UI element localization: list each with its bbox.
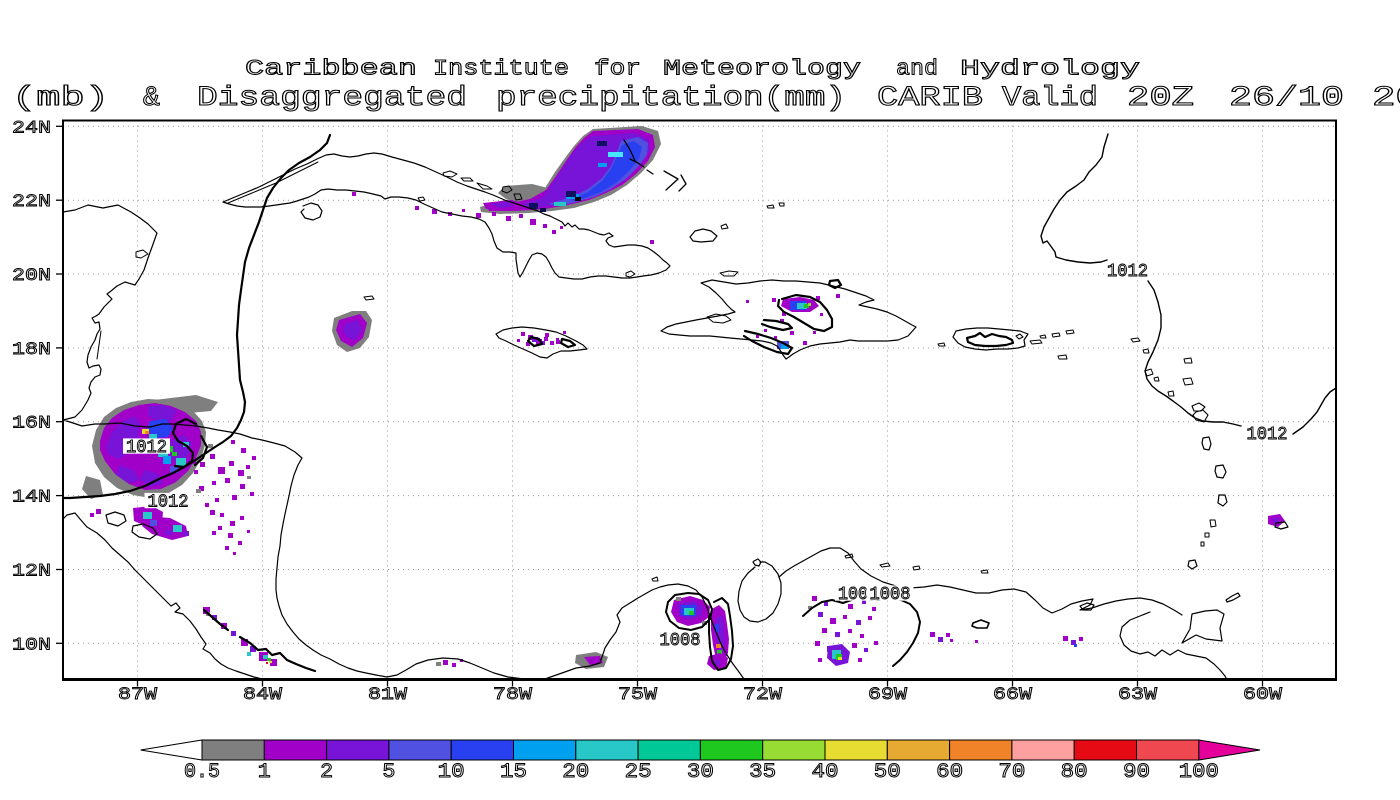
- svg-text:20: 20: [1372, 83, 1400, 114]
- svg-text:70: 70: [998, 761, 1025, 784]
- svg-text:75W: 75W: [618, 685, 658, 705]
- svg-text:100: 100: [838, 585, 868, 605]
- svg-text:2: 2: [320, 761, 333, 784]
- svg-text:1012: 1012: [126, 438, 167, 458]
- svg-text:precipitation(mm): precipitation(mm): [496, 83, 846, 114]
- svg-text:for: for: [594, 57, 641, 82]
- svg-text:and: and: [896, 57, 938, 82]
- svg-text:22N: 22N: [12, 192, 51, 212]
- svg-text:CARIB: CARIB: [877, 83, 983, 114]
- svg-text:63W: 63W: [1118, 685, 1158, 705]
- svg-text:16N: 16N: [12, 414, 51, 434]
- svg-text:20: 20: [562, 761, 589, 784]
- svg-text:12N: 12N: [12, 562, 51, 582]
- svg-text:100: 100: [1179, 761, 1219, 784]
- svg-text:1: 1: [258, 761, 271, 784]
- svg-text:24N: 24N: [12, 118, 51, 138]
- svg-text:18N: 18N: [12, 340, 51, 360]
- svg-text:1012: 1012: [1107, 262, 1148, 282]
- svg-text:Valid: Valid: [1002, 83, 1098, 114]
- svg-text:Meteorology: Meteorology: [663, 57, 861, 82]
- svg-text:Caribbean: Caribbean: [245, 57, 417, 82]
- svg-text:80: 80: [1061, 761, 1088, 784]
- svg-text:20Z: 20Z: [1127, 83, 1194, 114]
- svg-text:81W: 81W: [368, 685, 408, 705]
- svg-text:10N: 10N: [12, 635, 51, 655]
- svg-text:1012: 1012: [148, 493, 189, 513]
- svg-text:25: 25: [625, 761, 652, 784]
- svg-text:90: 90: [1123, 761, 1150, 784]
- svg-text:60W: 60W: [1243, 685, 1283, 705]
- svg-text:Disaggregated: Disaggregated: [197, 83, 467, 114]
- svg-text:15: 15: [500, 761, 527, 784]
- svg-text:5: 5: [382, 761, 395, 784]
- svg-text:84W: 84W: [243, 685, 283, 705]
- svg-text:35: 35: [749, 761, 776, 784]
- svg-text:40: 40: [812, 761, 839, 784]
- svg-text:1012: 1012: [1247, 425, 1288, 445]
- svg-text:30: 30: [687, 761, 714, 784]
- svg-text:1008: 1008: [870, 585, 911, 605]
- svg-text:1008: 1008: [660, 631, 701, 651]
- svg-text:60: 60: [936, 761, 963, 784]
- svg-text:87W: 87W: [118, 685, 158, 705]
- svg-text:72W: 72W: [743, 685, 783, 705]
- svg-text:(mb): (mb): [12, 83, 109, 114]
- svg-text:78W: 78W: [493, 685, 533, 705]
- svg-text:10: 10: [438, 761, 465, 784]
- svg-text:0.5: 0.5: [184, 761, 220, 784]
- svg-text:20N: 20N: [12, 266, 51, 286]
- svg-text:69W: 69W: [868, 685, 908, 705]
- svg-text:26/10: 26/10: [1229, 83, 1344, 114]
- svg-text:66W: 66W: [993, 685, 1033, 705]
- svg-text:Hydrology: Hydrology: [960, 57, 1140, 82]
- svg-text:&: &: [143, 83, 160, 114]
- svg-text:50: 50: [874, 761, 901, 784]
- svg-text:Institute: Institute: [433, 57, 569, 82]
- svg-text:14N: 14N: [12, 488, 51, 508]
